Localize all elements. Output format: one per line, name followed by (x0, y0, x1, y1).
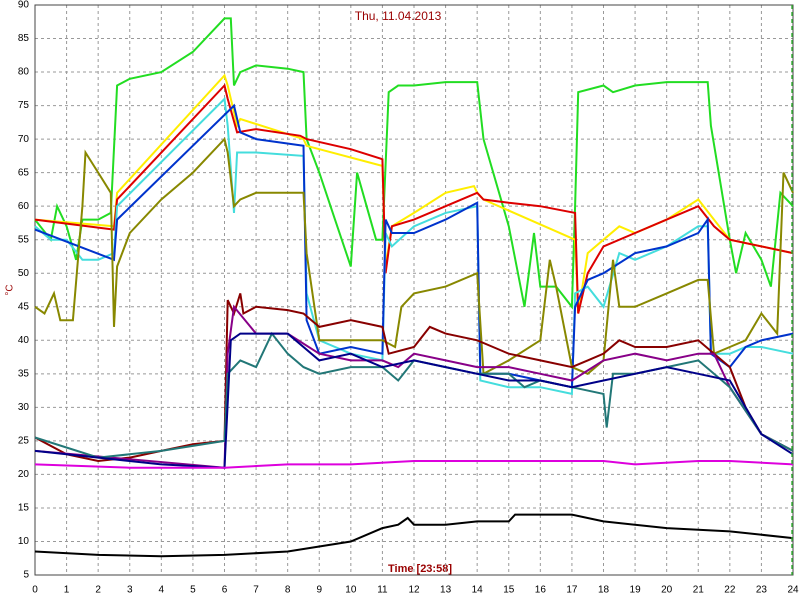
x-tick-label: 13 (440, 585, 452, 596)
y-tick-label: 20 (18, 469, 30, 480)
x-tick-label: 22 (724, 585, 736, 596)
x-tick-label: 9 (316, 585, 322, 596)
y-tick-label: 50 (18, 268, 30, 279)
x-tick-label: 2 (95, 585, 101, 596)
y-tick-label: 15 (18, 503, 30, 514)
series-line (34, 73, 794, 314)
y-tick-label: 80 (18, 67, 30, 78)
x-tick-label: 5 (190, 585, 196, 596)
x-tick-label: 11 (377, 585, 388, 596)
x-tick-label: 14 (472, 585, 484, 596)
y-tick-label: 65 (18, 167, 30, 178)
y-tick-label: 25 (18, 436, 30, 447)
y-tick-label: 85 (18, 33, 30, 44)
x-tick-label: 1 (64, 585, 70, 596)
x-tick-label: 23 (756, 585, 768, 596)
series-line (34, 332, 794, 469)
series-line (34, 96, 794, 396)
y-tick-label: 75 (18, 100, 30, 111)
series-line (34, 460, 794, 469)
y-axis-label: °C (5, 284, 16, 295)
x-tick-label: 15 (503, 585, 515, 596)
x-tick-label: 17 (566, 585, 578, 596)
series-line (34, 83, 794, 314)
x-tick-label: 6 (222, 585, 228, 596)
x-tick-label: 10 (345, 585, 357, 596)
y-tick-label: 10 (18, 536, 30, 547)
x-axis-label: Time [23:58] (388, 563, 452, 575)
x-tick-label: 12 (408, 585, 420, 596)
x-tick-label: 4 (159, 585, 165, 596)
chart-title: Thu, 11.04.2013 (355, 9, 442, 23)
x-tick-label: 0 (32, 585, 38, 596)
y-tick-label: 60 (18, 201, 30, 212)
series-line (34, 17, 794, 310)
y-tick-label: 5 (23, 570, 29, 581)
series-line (34, 304, 794, 469)
x-tick-label: 7 (253, 585, 259, 596)
x-tick-label: 3 (127, 585, 133, 596)
x-tick-label: 8 (285, 585, 291, 596)
x-tick-label: 19 (630, 585, 642, 596)
series-line (34, 137, 794, 376)
x-tick-label: 24 (787, 585, 799, 596)
y-tick-label: 55 (18, 234, 30, 245)
x-tick-label: 18 (598, 585, 610, 596)
y-tick-label: 70 (18, 134, 30, 145)
x-tick-label: 16 (535, 585, 547, 596)
x-tick-label: 20 (661, 585, 673, 596)
plot-frame (34, 4, 794, 576)
x-tick-label: 21 (693, 585, 705, 596)
y-tick-label: 90 (18, 0, 30, 11)
y-tick-label: 30 (18, 402, 30, 413)
series-line (34, 513, 794, 558)
y-tick-label: 45 (18, 301, 30, 312)
y-tick-label: 35 (18, 368, 30, 379)
y-tick-label: 40 (18, 335, 30, 346)
